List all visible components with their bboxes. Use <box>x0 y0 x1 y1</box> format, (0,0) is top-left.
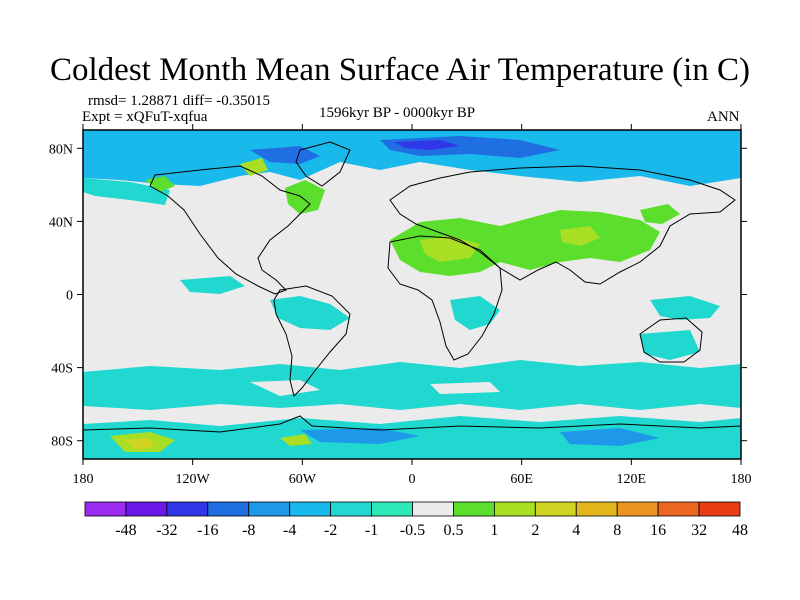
colorbar-box <box>248 501 291 517</box>
colorbar-box <box>698 501 741 517</box>
colorbar-label: 16 <box>650 522 666 539</box>
experiment-label: Expt = xQFuT-xqfua <box>82 109 208 125</box>
longitude-axis: 180 120W 60W 0 60E 120E 180 <box>73 124 752 487</box>
field-antarctic-cold <box>300 428 420 444</box>
field-weddell-warm <box>280 434 312 446</box>
field-arctic-warm-patch <box>240 158 268 176</box>
map-panel <box>83 130 741 459</box>
lon-tick-label: 120E <box>617 472 647 487</box>
colorbar-box <box>575 501 618 517</box>
colorbar-label: -1 <box>365 522 378 539</box>
lat-tick-label: 0 <box>66 289 73 304</box>
colorbar-label: -48 <box>115 522 136 539</box>
season-label: ANN <box>707 109 740 125</box>
colorbar-label: 32 <box>691 522 707 539</box>
colorbar-label: -4 <box>283 522 296 539</box>
field-north-pacific <box>83 178 170 205</box>
field-canada-warm <box>285 180 325 214</box>
latitude-axis: 80N 40N 0 40S 80S <box>49 142 747 450</box>
field-southern-ocean <box>83 360 741 410</box>
field-maritime <box>650 296 720 320</box>
field-indian-ocean <box>450 296 500 330</box>
colorbar-label: -16 <box>197 522 218 539</box>
coastline-africa <box>387 235 503 361</box>
colorbar-label: -2 <box>324 522 337 539</box>
stats-label: rmsd= 1.28871 diff= -0.35015 <box>88 93 271 109</box>
lon-tick-label: 120W <box>176 472 211 487</box>
colorbar-label: 2 <box>531 522 539 539</box>
colorbar-box <box>534 501 577 517</box>
colorbar-box <box>289 501 332 517</box>
lat-tick-label: 40N <box>49 215 73 230</box>
colorbar-box <box>330 501 372 517</box>
colorbar-box <box>166 501 209 517</box>
colorbar-box <box>371 501 413 517</box>
colorbar-label: -32 <box>156 522 177 539</box>
colorbar-box <box>493 501 536 517</box>
coastline-australia <box>639 317 703 363</box>
colorbar-box <box>412 501 454 517</box>
map-title: Coldest Month Mean Surface Air Temperatu… <box>50 52 750 88</box>
colorbar-box <box>453 501 495 517</box>
lon-tick-label: 180 <box>731 472 752 487</box>
colorbar-label: 48 <box>732 522 748 539</box>
colorbar-box <box>84 501 127 517</box>
field-greenland-arctic <box>250 146 320 164</box>
field-arctic-deep <box>395 140 460 150</box>
colorbar-label: 1 <box>490 522 498 539</box>
coastlines <box>83 141 741 433</box>
lon-tick-label: 180 <box>73 472 94 487</box>
lat-tick-label: 40S <box>51 362 73 377</box>
field-southern-ocean-gaps-2 <box>430 382 500 394</box>
lat-tick-label: 80S <box>51 435 73 450</box>
colorbar-label: 0.5 <box>443 522 463 539</box>
lon-tick-label: 60W <box>289 472 317 487</box>
field-tropical-atlantic <box>270 296 350 330</box>
colorbar-label: -8 <box>242 522 255 539</box>
field-ross-warm-core <box>125 438 156 450</box>
field-east-asia-warm <box>640 204 680 224</box>
colorbar-box <box>616 501 659 517</box>
coastline-south-america <box>273 285 351 397</box>
coastline-north-america <box>149 165 311 295</box>
lon-tick-label: 60E <box>510 472 533 487</box>
field-east-pacific <box>180 276 245 294</box>
colorbar-label: -0.5 <box>400 522 425 539</box>
coastline-europe-asia <box>389 165 736 285</box>
field-southern-ocean-gaps <box>250 380 320 396</box>
field-australia <box>640 330 700 360</box>
period-label: 1596kyr BP - 0000kyr BP <box>319 105 476 121</box>
colorbar-label: 8 <box>613 522 621 539</box>
colorbar-box <box>657 501 700 517</box>
field-antarctic-cold-2 <box>560 428 660 446</box>
colorbar-box <box>207 501 250 517</box>
colorbar-label: 4 <box>572 522 580 539</box>
coastline-antarctica <box>83 415 741 433</box>
colorbar: -48 -32 -16 -8 -4 -2 -1 -0.5 0.5 1 2 4 8 16 32 48 <box>84 501 748 539</box>
lat-tick-label: 80N <box>49 142 73 157</box>
colorbar-box <box>125 501 168 517</box>
field-asia-warm-patch <box>560 226 600 246</box>
lon-tick-label: 0 <box>409 472 416 487</box>
coastline-greenland <box>295 141 351 187</box>
